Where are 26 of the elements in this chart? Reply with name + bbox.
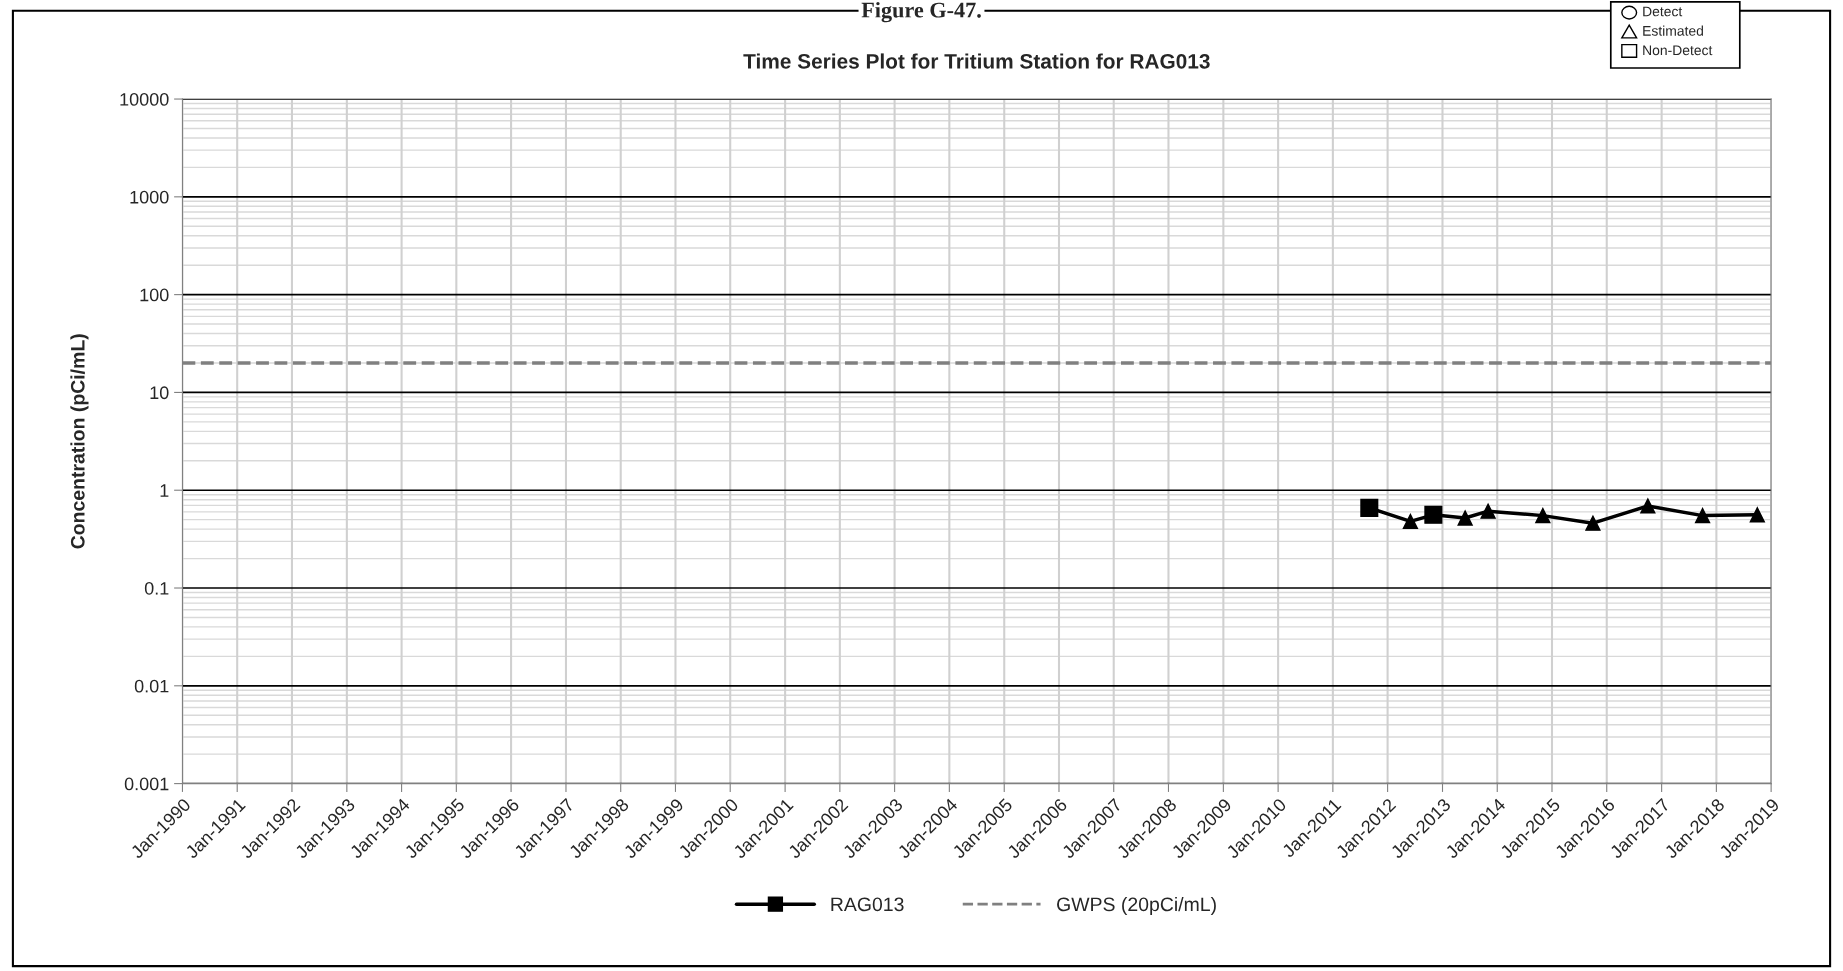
text: Non-Detect — [1643, 45, 1713, 56]
text: Detect — [1643, 6, 1683, 17]
y-axis-title: Concentration (pCi/mL) — [70, 334, 89, 549]
legend-label: GWPS (20pCi/mL) — [1057, 896, 1216, 916]
y-tick-label: 0.01 — [134, 679, 169, 693]
text: Estimated — [1643, 25, 1703, 36]
legend-label: RAG013 — [831, 897, 904, 912]
point — [1457, 510, 1473, 526]
y-tick-label: 1 — [160, 484, 169, 497]
point — [1402, 513, 1419, 530]
y-tick-label: 1000 — [130, 190, 169, 204]
y-tick-label: 100 — [140, 288, 169, 302]
point — [1749, 507, 1765, 523]
point — [1535, 507, 1551, 524]
y-tick-label: 0.1 — [144, 581, 169, 595]
point — [1694, 507, 1711, 524]
text: Figure G-47. — [861, 1, 981, 23]
y-tick-label: 10000 — [120, 92, 169, 106]
point — [1480, 503, 1496, 519]
y-tick-label: 0.001 — [124, 777, 169, 791]
point — [1424, 505, 1443, 524]
point — [1360, 498, 1379, 517]
point — [1640, 498, 1656, 514]
point — [1585, 515, 1601, 531]
chart-title: Time Series Plot for Tritium Station for RAG013 — [743, 53, 1210, 69]
y-tick-label: 10 — [150, 386, 169, 400]
